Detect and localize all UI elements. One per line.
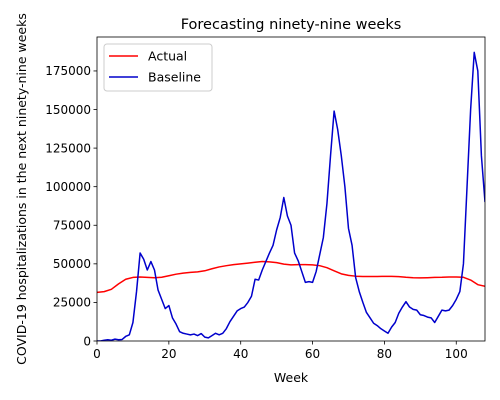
- y-tick-label: 125000: [45, 141, 91, 155]
- x-tick-label: 20: [161, 347, 176, 361]
- chart-title: Forecasting ninety-nine weeks: [181, 17, 402, 33]
- x-axis: 0 20 40 60 80 100: [93, 341, 468, 361]
- x-axis-label: Week: [274, 370, 309, 385]
- x-tick-label: 40: [233, 347, 248, 361]
- legend: Actual Baseline: [103, 43, 213, 92]
- x-tick-label: 100: [445, 347, 468, 361]
- y-tick-label: 25000: [53, 296, 91, 310]
- y-axis: 0 25000 50000 75000 100000 125000 150000 175000: [45, 64, 97, 348]
- series-line-actual: [97, 260, 485, 294]
- plot-area: [96, 36, 486, 342]
- y-tick-label: 175000: [45, 64, 91, 78]
- series-line-baseline: [97, 51, 485, 341]
- plot-frame: [96, 36, 486, 342]
- x-tick-label: 0: [93, 347, 101, 361]
- y-tick-label: 75000: [53, 219, 91, 233]
- y-axis-label: COVID-19 hospitalizations in the next ni…: [14, 13, 29, 365]
- x-tick-label: 80: [377, 347, 392, 361]
- y-tick-label: 50000: [53, 257, 91, 271]
- y-tick-label: 100000: [45, 180, 91, 194]
- legend-label-actual: Actual: [148, 49, 187, 64]
- x-tick-label: 60: [305, 347, 320, 361]
- y-tick-label: 150000: [45, 103, 91, 117]
- legend-label-baseline: Baseline: [148, 70, 201, 85]
- y-tick-label: 0: [83, 334, 91, 348]
